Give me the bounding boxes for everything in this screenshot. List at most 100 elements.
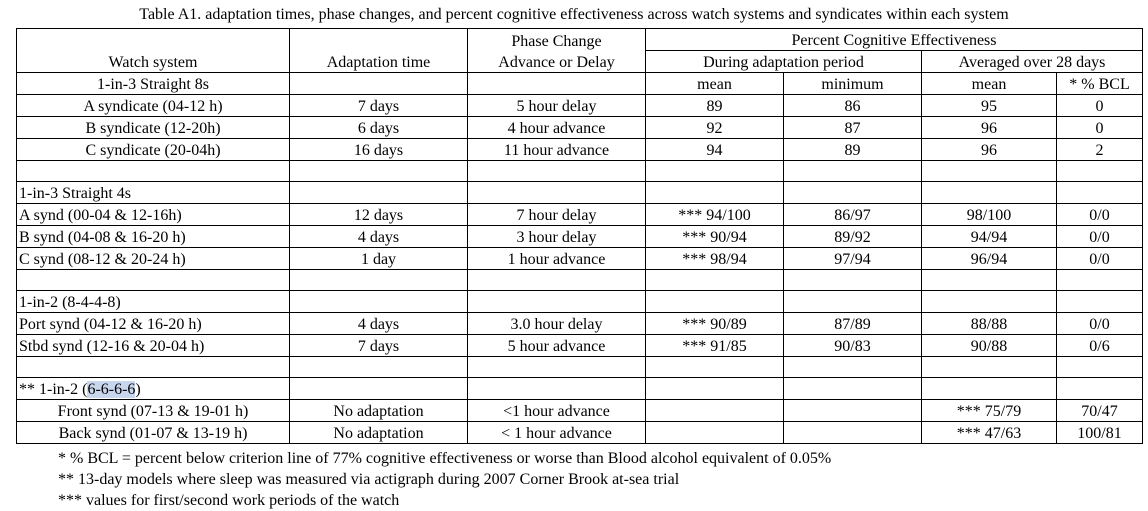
spacer-row (16, 356, 1144, 378)
note-13-day: ** 13-day models where sleep was measure… (58, 471, 680, 488)
header-mean: mean (645, 72, 784, 95)
cell-minimum: 90/83 (783, 334, 922, 357)
note-values: *** values for first/second work periods… (58, 492, 400, 509)
group-title-highlight: 6-6-6-6 (87, 381, 136, 398)
cell-mean: *** 94/100 (645, 203, 784, 226)
header-row-1: Phase Change Percent Cognitive Effective… (16, 28, 1144, 51)
table-row: B syndicate (12-20h) 6 days 4 hour advan… (16, 116, 1144, 139)
cell-syndicate: Front synd (07-13 & 19-01 h) (16, 399, 290, 422)
group-title-prefix: ** 1-in-2 ( (19, 381, 88, 398)
header-phase-change: Phase Change (467, 28, 646, 51)
table-row: A syndicate (04-12 h) 7 days 5 hour dela… (16, 94, 1144, 117)
group-1-title-row: 1-in-3 Straight 8s mean minimum mean * %… (16, 72, 1144, 95)
cell-bcl: 0 (1055, 94, 1144, 117)
cell-mean: *** 90/89 (645, 312, 784, 335)
cell-minimum: 86/97 (783, 203, 922, 226)
table-row: Front synd (07-13 & 19-01 h) No adaptati… (16, 399, 1144, 422)
cell-mean: *** 98/94 (645, 247, 784, 270)
spacer-row (16, 269, 1144, 291)
cell-bcl: 0/0 (1055, 225, 1144, 248)
cell-mean: 92 (645, 116, 784, 139)
cell-adaptation: 16 days (289, 138, 468, 161)
cell-syndicate: A syndicate (04-12 h) (16, 94, 290, 117)
group-title-suffix: ) (135, 381, 141, 398)
header-adaptation-time: Adaptation time (289, 50, 468, 73)
group-title: ** 1-in-2 (6-6-6-6) (16, 377, 290, 400)
table-row: Port synd (04-12 & 16-20 h) 4 days 3.0 h… (16, 312, 1144, 335)
cell-avg-mean: 90/88 (921, 334, 1057, 357)
cell-adaptation: No adaptation (289, 421, 468, 444)
cell-adaptation: 12 days (289, 203, 468, 226)
table-caption: Table A1. adaptation times, phase change… (139, 6, 1009, 23)
cell-mean (645, 399, 784, 422)
cell-phase: 5 hour delay (467, 94, 646, 117)
cell-phase: 7 hour delay (467, 203, 646, 226)
cell-phase: 11 hour advance (467, 138, 646, 161)
cell-minimum: 87 (783, 116, 922, 139)
table-row: C syndicate (20-04h) 16 days 11 hour adv… (16, 138, 1144, 161)
header-pce: Percent Cognitive Effectiveness (644, 28, 1144, 51)
cell-mean (645, 421, 784, 444)
cell-avg-mean: *** 75/79 (921, 399, 1057, 422)
cell-adaptation: 7 days (289, 94, 468, 117)
cell-phase: 1 hour advance (467, 247, 646, 270)
cell-syndicate: Port synd (04-12 & 16-20 h) (16, 312, 290, 335)
header-mean: mean (921, 72, 1057, 95)
cell-phase: < 1 hour advance (467, 421, 646, 444)
group-title: 1-in-3 Straight 8s (16, 72, 290, 95)
header-advance-delay: Advance or Delay (467, 50, 646, 73)
cell-adaptation: 4 days (289, 312, 468, 335)
cell-adaptation: 4 days (289, 225, 468, 248)
group-title: 1-in-3 Straight 4s (16, 181, 290, 204)
table-row: Stbd synd (12-16 & 20-04 h) 7 days 5 hou… (16, 334, 1144, 357)
cell-minimum (783, 421, 922, 444)
table-row: C synd (08-12 & 20-24 h) 1 day 1 hour ad… (16, 247, 1144, 270)
cell-minimum: 97/94 (783, 247, 922, 270)
cell-minimum: 87/89 (783, 312, 922, 335)
cell-mean: 89 (645, 94, 784, 117)
cell-avg-mean: *** 47/63 (921, 421, 1057, 444)
cell-bcl: 100/81 (1055, 421, 1144, 444)
cell-phase: 4 hour advance (467, 116, 646, 139)
cell-bcl: 0/6 (1055, 334, 1144, 357)
cell-bcl: 0/0 (1055, 247, 1144, 270)
cell-mean: *** 90/94 (645, 225, 784, 248)
group-2-title-row: 1-in-3 Straight 4s (16, 181, 1144, 204)
cell-mean: *** 91/85 (645, 334, 784, 357)
cell-minimum: 89/92 (783, 225, 922, 248)
header-averaged: Averaged over 28 days (920, 50, 1144, 73)
cell-avg-mean: 98/100 (921, 203, 1057, 226)
header-row-2: Watch system Adaptation time Advance or … (16, 50, 1144, 73)
header-during: During adaptation period (645, 50, 922, 73)
cell-adaptation: 6 days (289, 116, 468, 139)
cell-adaptation: 7 days (289, 334, 468, 357)
cell-syndicate: C syndicate (20-04h) (16, 138, 290, 161)
group-4-title-row: ** 1-in-2 (6-6-6-6) (16, 377, 1144, 400)
cell-avg-mean: 96 (921, 138, 1057, 161)
cell-phase: <1 hour advance (467, 399, 646, 422)
cell-bcl: 2 (1055, 138, 1144, 161)
cell-bcl: 0/0 (1055, 312, 1144, 335)
cell-syndicate: B synd (04-08 & 16-20 h) (16, 225, 290, 248)
header-bcl: * % BCL (1055, 72, 1144, 95)
cell-phase: 5 hour advance (467, 334, 646, 357)
cell-minimum: 86 (783, 94, 922, 117)
cell-syndicate: Stbd synd (12-16 & 20-04 h) (16, 334, 290, 357)
header-watch-system: Watch system (16, 50, 290, 73)
cell-adaptation: No adaptation (289, 399, 468, 422)
table-row: B synd (04-08 & 16-20 h) 4 days 3 hour d… (16, 225, 1144, 248)
cell-syndicate: B syndicate (12-20h) (16, 116, 290, 139)
cell-avg-mean: 96 (921, 116, 1057, 139)
data-table: Phase Change Percent Cognitive Effective… (16, 28, 1144, 444)
table-row: Back synd (01-07 & 13-19 h) No adaptatio… (16, 421, 1144, 444)
cell-syndicate: Back synd (01-07 & 13-19 h) (16, 421, 290, 444)
group-title: 1-in-2 (8-4-4-8) (16, 290, 290, 313)
cell-bcl: 70/47 (1055, 399, 1144, 422)
group-3-title-row: 1-in-2 (8-4-4-8) (16, 290, 1144, 313)
table-notes: * % BCL = percent below criterion line o… (58, 448, 831, 511)
cell-mean: 94 (645, 138, 784, 161)
cell-syndicate: C synd (08-12 & 20-24 h) (16, 247, 290, 270)
cell-minimum: 89 (783, 138, 922, 161)
cell-avg-mean: 96/94 (921, 247, 1057, 270)
table-row: A synd (00-04 & 12-16h) 12 days 7 hour d… (16, 203, 1144, 226)
